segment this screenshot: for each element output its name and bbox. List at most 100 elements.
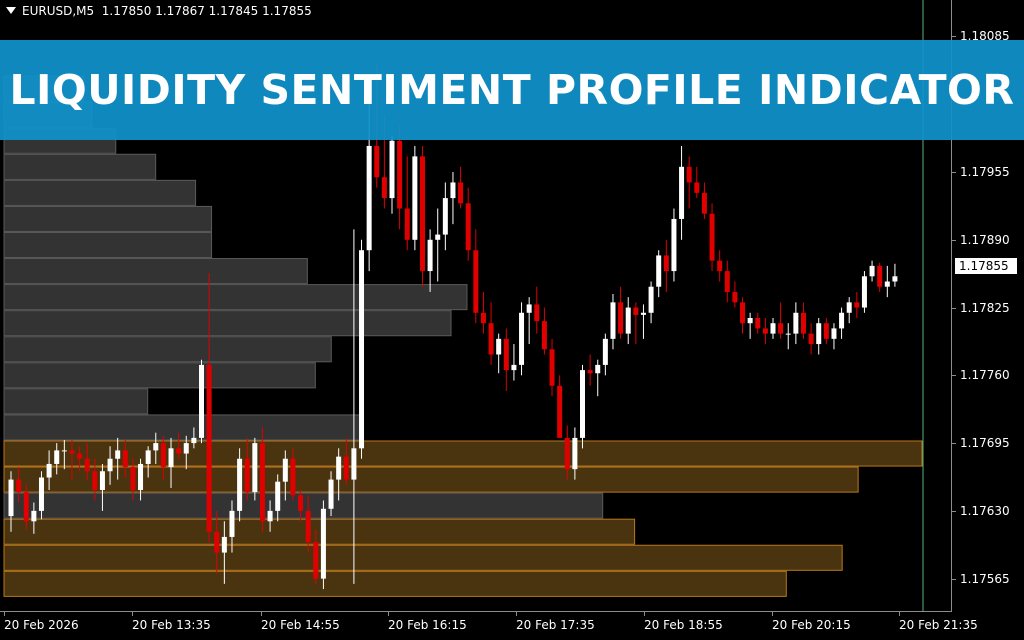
time-label: 20 Feb 13:35 — [132, 618, 211, 632]
candle — [145, 446, 151, 478]
candle-body — [359, 250, 365, 449]
candle — [785, 323, 791, 350]
candle — [762, 317, 768, 345]
candle-body — [160, 443, 166, 468]
candle — [46, 450, 52, 491]
candle — [854, 291, 860, 318]
candle-body — [130, 467, 136, 491]
candle — [648, 281, 654, 324]
candle — [130, 458, 136, 501]
candle-body — [831, 328, 837, 339]
candle-body — [488, 323, 494, 355]
candle-body — [54, 450, 60, 464]
profile-bar — [3, 518, 636, 545]
candle-body — [686, 166, 692, 183]
candle-body — [404, 208, 410, 240]
profile-bar — [3, 153, 157, 180]
price-label: 1.18085 — [960, 29, 1010, 44]
candle-body — [199, 364, 204, 438]
profile-bar — [3, 414, 364, 441]
candle — [31, 502, 37, 534]
candle — [778, 302, 784, 339]
candle — [816, 317, 822, 355]
candle-body — [61, 450, 67, 452]
candle-body — [732, 291, 738, 303]
candle — [557, 375, 563, 438]
candle — [168, 437, 174, 488]
candle-body — [663, 255, 669, 272]
profile-bar — [3, 231, 213, 259]
candle — [54, 443, 60, 475]
candle-body — [587, 370, 593, 374]
candle-body — [839, 312, 845, 329]
candle-body — [77, 453, 83, 459]
candle — [679, 145, 685, 240]
price-tick — [952, 375, 956, 377]
candle-body — [84, 458, 90, 472]
candle — [511, 344, 517, 381]
candle — [16, 467, 22, 503]
candle — [839, 307, 845, 339]
candle — [69, 439, 75, 480]
candle — [122, 439, 128, 478]
candle-body — [229, 510, 235, 537]
candle — [808, 323, 814, 355]
symbol-info: EURUSD,M5 1.17850 1.17867 1.17845 1.1785… — [6, 4, 312, 18]
candle — [793, 302, 799, 345]
candle-body — [313, 542, 319, 579]
candle — [694, 166, 700, 199]
candle — [671, 208, 677, 282]
candle — [724, 260, 730, 303]
candle — [831, 323, 837, 350]
candle — [183, 435, 189, 470]
candle — [320, 500, 326, 590]
candle — [267, 500, 273, 532]
candle — [541, 307, 547, 355]
candle-body — [176, 448, 182, 454]
candle-body — [237, 458, 243, 511]
candle-body — [480, 312, 486, 324]
candle-body — [298, 495, 304, 511]
candle-body — [541, 321, 547, 350]
candle-body — [145, 450, 151, 464]
current-price-label: 1.17855 — [955, 258, 1017, 274]
candle — [496, 333, 502, 374]
price-axis[interactable]: 1.18085 1.17955 1.17890 1.17825 1.17760 1.176… — [952, 0, 1024, 612]
candle — [534, 286, 540, 334]
candle — [99, 463, 105, 511]
candle — [580, 364, 585, 449]
candle — [8, 471, 14, 532]
time-tick — [516, 612, 517, 616]
candle-body — [435, 234, 441, 240]
candle-body — [290, 458, 296, 496]
candle-body — [785, 333, 791, 335]
candle — [290, 448, 296, 501]
candle-body — [572, 437, 578, 470]
profile-bar — [3, 544, 843, 571]
candle-body — [389, 140, 395, 199]
candle-body — [496, 338, 502, 355]
candle-body — [351, 448, 357, 480]
time-label: 20 Feb 16:15 — [388, 618, 467, 632]
candle — [633, 302, 639, 345]
candle-body — [709, 213, 715, 261]
price-label: 1.17760 — [960, 368, 1010, 383]
profile-bar — [3, 388, 149, 415]
candle-body — [823, 323, 829, 339]
dropdown-triangle-icon[interactable] — [6, 7, 16, 14]
time-axis[interactable]: 20 Feb 2026 20 Feb 13:35 20 Feb 14:55 20 Fe… — [0, 612, 1024, 640]
candle-body — [92, 471, 98, 491]
candle — [625, 297, 631, 345]
candle — [877, 262, 883, 292]
candle-body — [526, 304, 532, 313]
banner-title: LIQUIDITY SENTIMENT PROFILE INDICATOR — [9, 66, 1015, 114]
candle-body — [602, 338, 608, 365]
candle — [404, 156, 410, 251]
candle-body — [153, 443, 159, 451]
candle-body — [778, 323, 784, 334]
candle-body — [633, 307, 639, 315]
candle-body — [877, 265, 883, 287]
price-label: 1.17890 — [960, 232, 1010, 247]
candle-body — [503, 338, 509, 371]
candle — [351, 229, 357, 584]
